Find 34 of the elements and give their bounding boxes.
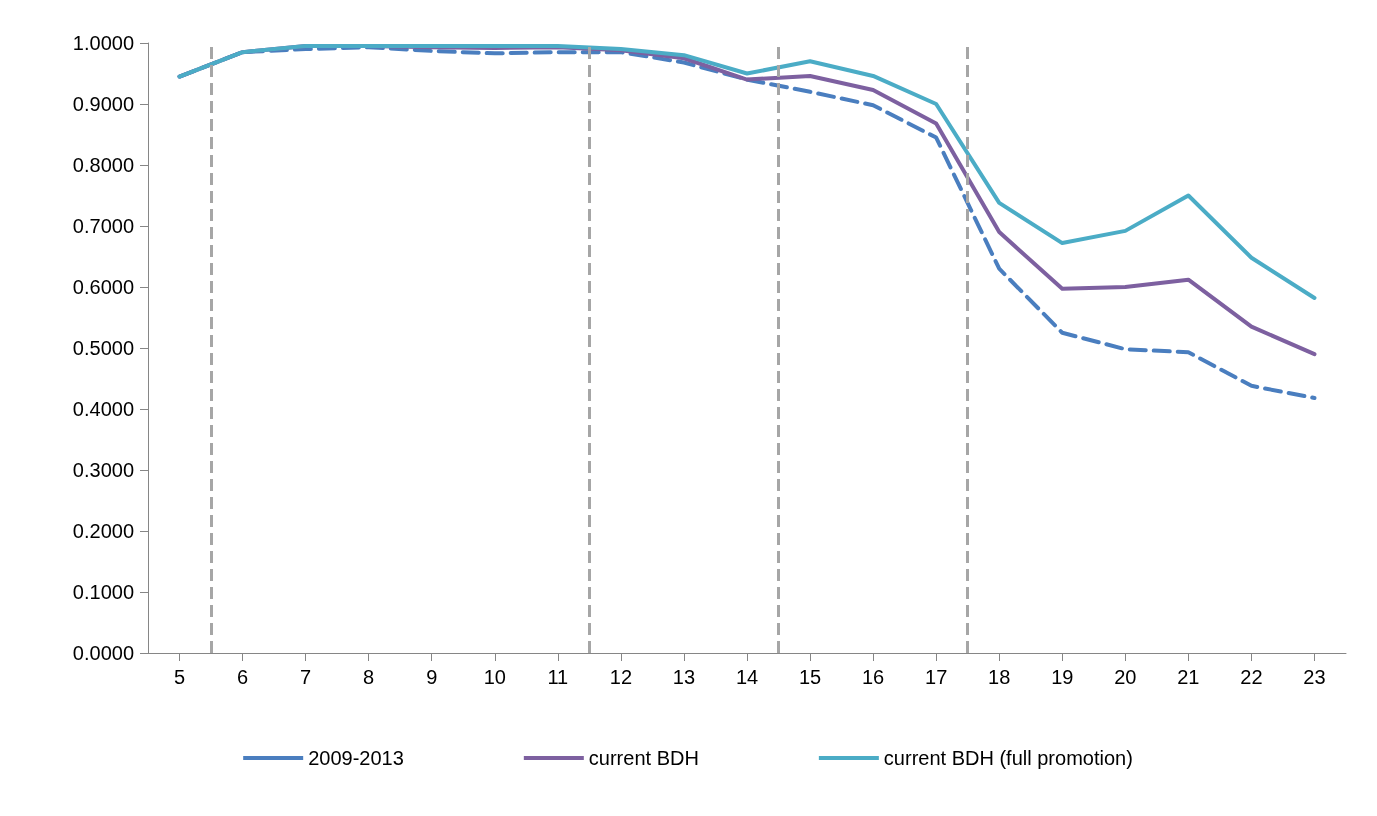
x-tick-label: 5 — [173, 666, 186, 688]
y-tick-label: 0.0000 — [72, 642, 134, 664]
x-tick-label: 22 — [1240, 666, 1263, 688]
y-tick-label: 0.5000 — [72, 337, 134, 359]
x-tick-label: 16 — [861, 666, 885, 688]
x-tick-label: 19 — [1051, 666, 1074, 688]
x-tick-label: 23 — [1303, 666, 1326, 688]
x-tick-label: 8 — [363, 666, 375, 688]
x-tick-label: 13 — [672, 666, 696, 688]
x-tick-label: 21 — [1177, 666, 1200, 688]
y-tick-label: 0.4000 — [72, 398, 134, 420]
y-tick-label: 0.8000 — [72, 154, 134, 176]
y-tick-label: 0.2000 — [72, 520, 134, 542]
x-tick-label: 9 — [426, 666, 438, 688]
y-tick-label: 1.0000 — [72, 32, 134, 54]
x-tick-label: 7 — [300, 666, 312, 688]
x-tick-label: 6 — [237, 666, 249, 688]
legend-label: current BDH — [588, 747, 699, 769]
x-tick-label: 14 — [735, 666, 759, 688]
x-tick-label: 12 — [609, 666, 633, 688]
line-series — [177, 44, 1317, 300]
legend-label: 2009-2013 — [308, 747, 404, 769]
y-tick-label: 0.6000 — [72, 276, 134, 298]
x-tick-label: 20 — [1114, 666, 1137, 688]
x-tick-label: 15 — [798, 666, 822, 688]
x-tick-label: 11 — [547, 666, 569, 688]
y-tick-label: 0.7000 — [72, 215, 134, 237]
y-tick-label: 0.1000 — [72, 581, 134, 603]
x-tick-label: 18 — [988, 666, 1011, 688]
legend-label: current BDH (full promotion) — [883, 747, 1133, 769]
y-tick-label: 0.3000 — [72, 459, 134, 481]
x-tick-label: 17 — [925, 666, 948, 688]
y-tick-label: 0.9000 — [72, 93, 134, 115]
x-tick-label: 10 — [483, 666, 506, 688]
